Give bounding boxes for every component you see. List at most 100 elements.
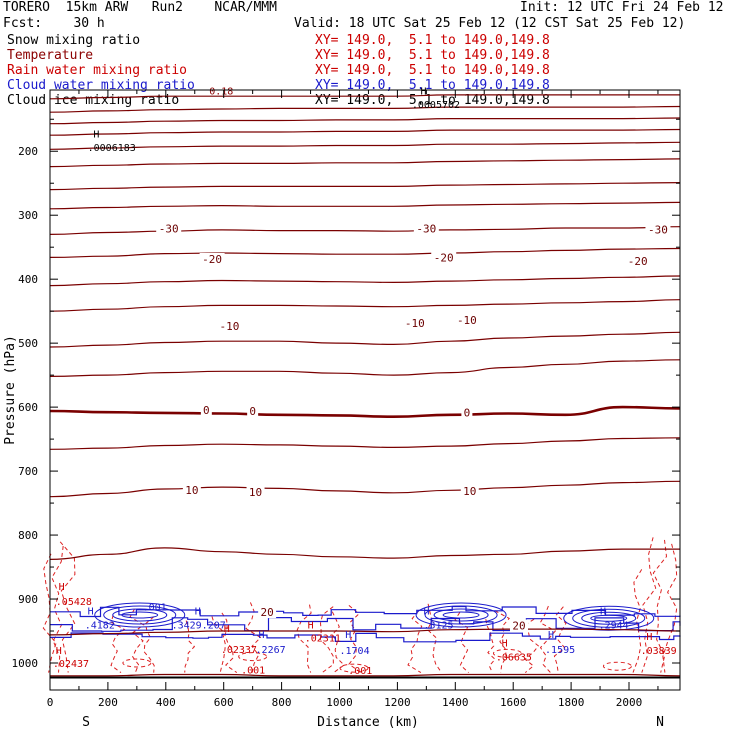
field-max-label: .4182 <box>85 621 115 632</box>
isotherm--10 <box>49 331 681 348</box>
x-tick-label: 800 <box>272 696 292 709</box>
contour-label-bg <box>402 316 428 329</box>
rain-contour <box>662 543 678 673</box>
x-tick-label: 200 <box>98 696 118 709</box>
high-marker: H <box>195 607 201 618</box>
legend-xy-cloud-water: XY= 149.0, 5.1 to 149.0,149.8 <box>315 78 550 93</box>
temperature-contour-label: 10 <box>249 486 262 499</box>
rain-contour <box>553 606 567 673</box>
field-max-label: .1595 <box>545 645 575 656</box>
cloud-water-contour <box>415 602 507 628</box>
y-tick-label: 800 <box>18 529 38 542</box>
temperature-contour-label: -10 <box>457 314 477 327</box>
isotherm <box>49 94 680 100</box>
field-max-label: .0005702 <box>412 100 460 111</box>
field-max-label: .1704 <box>340 646 370 657</box>
y-tick-label: 700 <box>18 465 38 478</box>
rain-contour <box>641 537 657 673</box>
temperature-contour-label: -20 <box>628 255 648 268</box>
init-time: Init: 12 UTC Fri 24 Feb 12 <box>520 0 724 15</box>
field-max-label: .2267 <box>256 645 286 656</box>
contour-label-bg <box>199 252 225 265</box>
rain-contour <box>348 605 362 674</box>
x-tick-label: 0 <box>47 696 54 709</box>
cloud-water-contour <box>112 608 168 622</box>
rain-contour <box>51 545 64 673</box>
y-tick-label: 300 <box>18 209 38 222</box>
rain-contour <box>494 610 510 673</box>
y-tick-label: 900 <box>18 593 38 606</box>
field-max-label: .3125 <box>423 621 453 632</box>
cloud-water-contour <box>581 611 637 625</box>
legend-label-rain: Rain water mixing ratio <box>7 63 188 78</box>
y-tick-label: 600 <box>18 401 38 414</box>
legend-xy-rain: XY= 149.0, 5.1 to 149.0,149.8 <box>315 63 550 78</box>
isotherm-10 <box>49 480 681 498</box>
model-title: TORERO 15km ARW Run2 NCAR/MMM <box>3 0 277 15</box>
rain-contour <box>59 541 76 673</box>
isotherm <box>50 673 681 677</box>
y-tick-label: 500 <box>18 337 38 350</box>
isotherm--20 <box>49 275 681 287</box>
high-marker: H <box>93 129 99 140</box>
cloud-water-contour <box>94 602 186 628</box>
contour-label-bg <box>461 406 473 419</box>
contour-label-bg <box>156 222 182 235</box>
x-tick-label: 1000 <box>326 696 353 709</box>
temperature-contour-label: -10 <box>405 317 425 330</box>
field-max-label: .03839 <box>641 646 677 657</box>
y-tick-label: 200 <box>18 145 38 158</box>
contour-labels: -30 -30 -30 -20 -20 -20 -10 -10 -10 0 0 0 10 10 10 20 20… <box>53 86 677 677</box>
x-tick-label: 1400 <box>442 696 469 709</box>
isotherm <box>49 117 681 125</box>
x-end-label-north: N <box>656 715 664 730</box>
field-max-label: .001 <box>348 666 372 677</box>
rain-contour <box>143 616 155 673</box>
cloud-water-contour <box>121 611 159 619</box>
isotherm <box>49 547 680 560</box>
x-tick-label: 1200 <box>384 696 411 709</box>
high-marker: H <box>646 632 652 643</box>
cloud-water-contour <box>590 614 628 622</box>
x-tick-label: 1600 <box>500 696 527 709</box>
contour-label-bg <box>182 483 201 496</box>
high-marker: H <box>56 646 62 657</box>
field-max-label: .02437 <box>53 659 89 670</box>
isotherm-0 <box>49 405 681 419</box>
high-marker: H <box>600 607 606 618</box>
rain-contour <box>122 658 152 668</box>
contour-label-bg <box>431 251 457 264</box>
isotherm <box>49 299 681 312</box>
x-tick-label: 2000 <box>616 696 643 709</box>
axes: 0 200 400 600 800 1000 1200 1400 1600 1800 2000200… <box>12 90 680 709</box>
legend-xy-cloud-ice: XY= 149.0, 5.1 to 149.0,149.8 <box>315 93 550 108</box>
forecast-hour: Fcst: 30 h <box>3 16 105 31</box>
contour-label-bg <box>460 485 479 498</box>
isotherm--30 <box>49 247 681 258</box>
field-max-label: .02337 <box>221 645 257 656</box>
contour-label-bg <box>509 619 528 632</box>
rain-contour <box>492 648 522 658</box>
temperature-contour-label: -10 <box>220 320 240 333</box>
temperature-contour-label: 20 <box>261 606 274 619</box>
high-marker: H <box>423 607 429 618</box>
plot-frame <box>49 89 681 691</box>
field-max-label: .05428 <box>56 597 92 608</box>
temperature-isotherms <box>49 94 681 679</box>
high-marker: H <box>345 630 351 641</box>
cloud-water-contour <box>433 608 489 622</box>
contour-label-bg <box>247 405 259 418</box>
rain-contour <box>296 604 312 673</box>
valid-time: Valid: 18 UTC Sat 25 Feb 12 (12 CST Sat … <box>294 16 686 31</box>
contour-label-bg <box>216 320 242 333</box>
legend-xy-snow: XY= 149.0, 5.1 to 149.0,149.8 <box>315 33 550 48</box>
isotherm <box>49 105 681 113</box>
isotherm <box>49 226 681 235</box>
isotherm <box>49 182 681 191</box>
legend-label-temperature: Temperature <box>7 48 94 63</box>
cloud-water-contour <box>103 605 177 625</box>
field-max-label: .001 <box>143 603 167 614</box>
field-max-label: .06635 <box>496 653 532 664</box>
rain-contour <box>184 620 196 673</box>
